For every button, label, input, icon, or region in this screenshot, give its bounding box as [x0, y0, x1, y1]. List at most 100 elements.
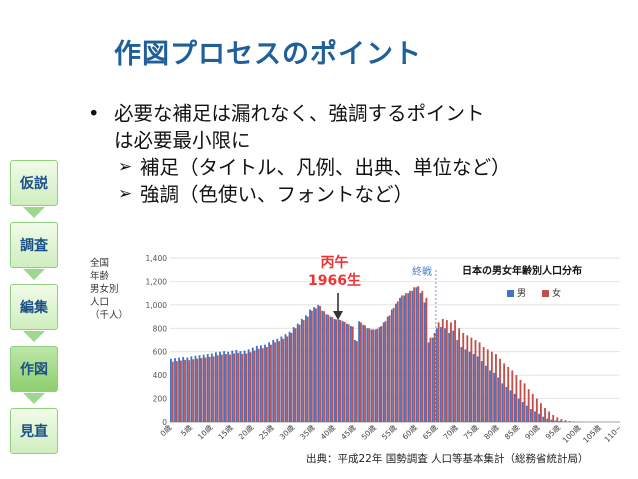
bar-male: [395, 303, 397, 422]
bar-male: [534, 411, 536, 422]
bar-male: [255, 345, 258, 422]
bar-male: [198, 355, 201, 422]
step-edit[interactable]: 編集: [10, 284, 58, 342]
y-tick-label: 400: [153, 371, 168, 380]
bar-female: [482, 347, 485, 422]
bar-female: [351, 326, 354, 422]
bullet-dot: •: [88, 102, 100, 125]
bar-male: [210, 353, 213, 422]
bar-male: [341, 321, 344, 422]
bar-female: [568, 421, 571, 422]
bar-female: [253, 350, 256, 422]
bar-male: [223, 351, 226, 422]
arrow-icon: ➢: [118, 184, 133, 204]
step-review[interactable]: 見直: [10, 408, 58, 454]
bar-male: [370, 329, 373, 422]
bar-male: [313, 307, 316, 422]
bar-male: [292, 327, 295, 422]
bar-female: [478, 342, 481, 422]
bar-female: [343, 321, 346, 422]
bar-male: [509, 390, 512, 422]
chevron-down-icon: [23, 331, 45, 342]
bar-male: [243, 350, 246, 422]
step-research[interactable]: 調査: [10, 222, 58, 280]
step-hypothesis[interactable]: 仮説: [10, 160, 58, 218]
bar-female: [306, 316, 309, 422]
bar-male: [517, 398, 520, 422]
sub-bullet-1: ➢ 補足（タイトル、凡例、出典、単位など）: [88, 154, 628, 181]
bar-male: [321, 310, 324, 422]
x-tick-label: 0歳: [158, 422, 174, 438]
bar-female: [531, 393, 534, 422]
bar-female: [544, 407, 546, 422]
x-tick-label: 45歳: [338, 422, 357, 441]
bar-male: [427, 342, 430, 422]
bar-female: [175, 361, 178, 422]
x-tick-label: 105歳: [580, 422, 603, 445]
bar-male: [272, 340, 275, 422]
bar-male: [513, 393, 516, 422]
bar-female: [421, 290, 424, 422]
bar-female: [200, 358, 203, 422]
bar-female: [486, 349, 489, 422]
bar-male: [174, 358, 176, 422]
bar-female: [212, 356, 215, 422]
bar-male: [288, 331, 291, 422]
legend-swatch-male: [507, 290, 514, 297]
bar-female: [323, 311, 326, 422]
bar-female: [470, 337, 473, 422]
bar-female: [257, 348, 260, 422]
bar-male: [554, 420, 557, 422]
bar-female: [216, 355, 219, 422]
step-label: 調査: [20, 238, 48, 254]
bar-male: [235, 349, 238, 422]
bar-male: [309, 309, 311, 422]
x-tick-label: 50歳: [359, 422, 378, 441]
bar-male: [337, 319, 340, 422]
x-tick-label: 30歳: [277, 422, 296, 441]
ylabel-line: 年齢: [90, 271, 110, 282]
bar-female: [327, 314, 330, 422]
bar-female: [298, 324, 301, 422]
bar-female: [507, 366, 510, 422]
legend-label-male: 男: [517, 289, 527, 299]
bar-female: [495, 354, 497, 422]
bar-male: [350, 325, 352, 422]
step-plotting[interactable]: 作図: [10, 346, 58, 404]
bar-female: [302, 320, 305, 422]
bar-male: [411, 290, 414, 422]
bar-female: [462, 332, 465, 422]
bar-male: [178, 357, 181, 422]
bar-male: [550, 419, 553, 422]
bar-male: [206, 354, 209, 422]
step-label: 仮説: [20, 176, 48, 192]
bar-female: [458, 328, 461, 422]
bullet-main-line1: 必要な補足は漏れなく、強調するポイント: [114, 102, 485, 125]
bar-male: [215, 352, 217, 422]
annotation-line1: 丙午: [320, 255, 349, 271]
bar-female: [196, 358, 199, 422]
bar-female: [417, 286, 420, 422]
x-tick-label: 35歳: [298, 422, 317, 441]
bar-female: [409, 290, 411, 422]
bar-male: [227, 351, 230, 422]
bar-male: [268, 342, 271, 422]
population-chart: 0 200 400 600 800 1,000 1,200 1,400 0歳 5歳 10歳 15歳 20…: [146, 254, 624, 445]
bar-female: [515, 375, 518, 422]
bar-female: [364, 325, 366, 422]
x-tick-label: 100歳: [560, 422, 583, 445]
bar-male: [435, 328, 438, 422]
ylabel-line: （千人）: [90, 310, 129, 321]
bar-female: [265, 347, 268, 422]
bar-male: [505, 386, 508, 422]
bar-female: [274, 342, 276, 422]
bar-female: [396, 301, 399, 422]
bar-female: [405, 293, 407, 422]
bullet-main: • 必要な補足は漏れなく、強調するポイント は必要最小限に: [88, 100, 628, 154]
x-tick-label: 40歳: [318, 422, 337, 441]
bar-male: [476, 356, 479, 422]
bar-male: [182, 356, 185, 422]
bar-male: [403, 295, 406, 422]
bar-female: [400, 295, 403, 422]
